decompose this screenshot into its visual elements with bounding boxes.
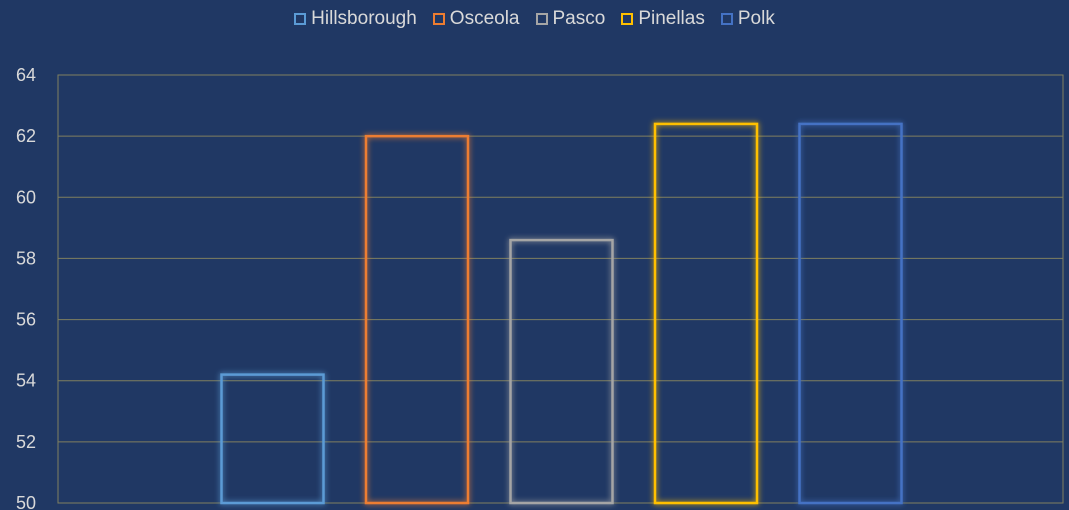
legend-swatch-pasco <box>535 13 548 25</box>
bar-polk[interactable] <box>798 122 903 505</box>
legend-label-pasco: Pasco <box>552 8 606 29</box>
y-tick-label: 50 <box>16 493 36 510</box>
legend-swatch-osceola <box>432 13 445 25</box>
bar-hillsborough[interactable] <box>220 373 325 505</box>
legend-label-osceola: Osceola <box>449 8 520 29</box>
legend-item-pinellas[interactable]: Pinellas <box>621 8 705 30</box>
y-tick-label: 64 <box>16 65 36 85</box>
legend-label-pinellas: Pinellas <box>638 8 705 29</box>
y-tick-label: 58 <box>16 248 36 268</box>
y-tick-label: 54 <box>16 371 36 391</box>
legend-label-hillsborough: Hillsborough <box>311 8 417 29</box>
bar-pasco[interactable] <box>509 238 614 505</box>
legend-label-polk: Polk <box>737 8 775 29</box>
plot-frame <box>57 74 1064 504</box>
bar-osceola[interactable] <box>364 134 470 505</box>
y-tick-label: 62 <box>16 126 36 146</box>
legend-item-osceola[interactable]: Osceola <box>432 8 520 30</box>
legend-item-pasco[interactable]: Pasco <box>535 8 606 30</box>
legend-swatch-hillsborough <box>294 13 307 25</box>
y-tick-label: 56 <box>16 310 36 330</box>
legend-swatch-pinellas <box>621 13 634 25</box>
legend: Hillsborough Osceola Pasco Pinellas Polk <box>0 8 1069 30</box>
y-tick-label: 52 <box>16 432 36 452</box>
legend-item-hillsborough[interactable]: Hillsborough <box>294 8 417 30</box>
legend-swatch-polk <box>720 13 733 25</box>
bar-pinellas[interactable] <box>653 122 759 505</box>
y-tick-label: 60 <box>16 187 36 207</box>
legend-item-polk[interactable]: Polk <box>720 8 775 30</box>
